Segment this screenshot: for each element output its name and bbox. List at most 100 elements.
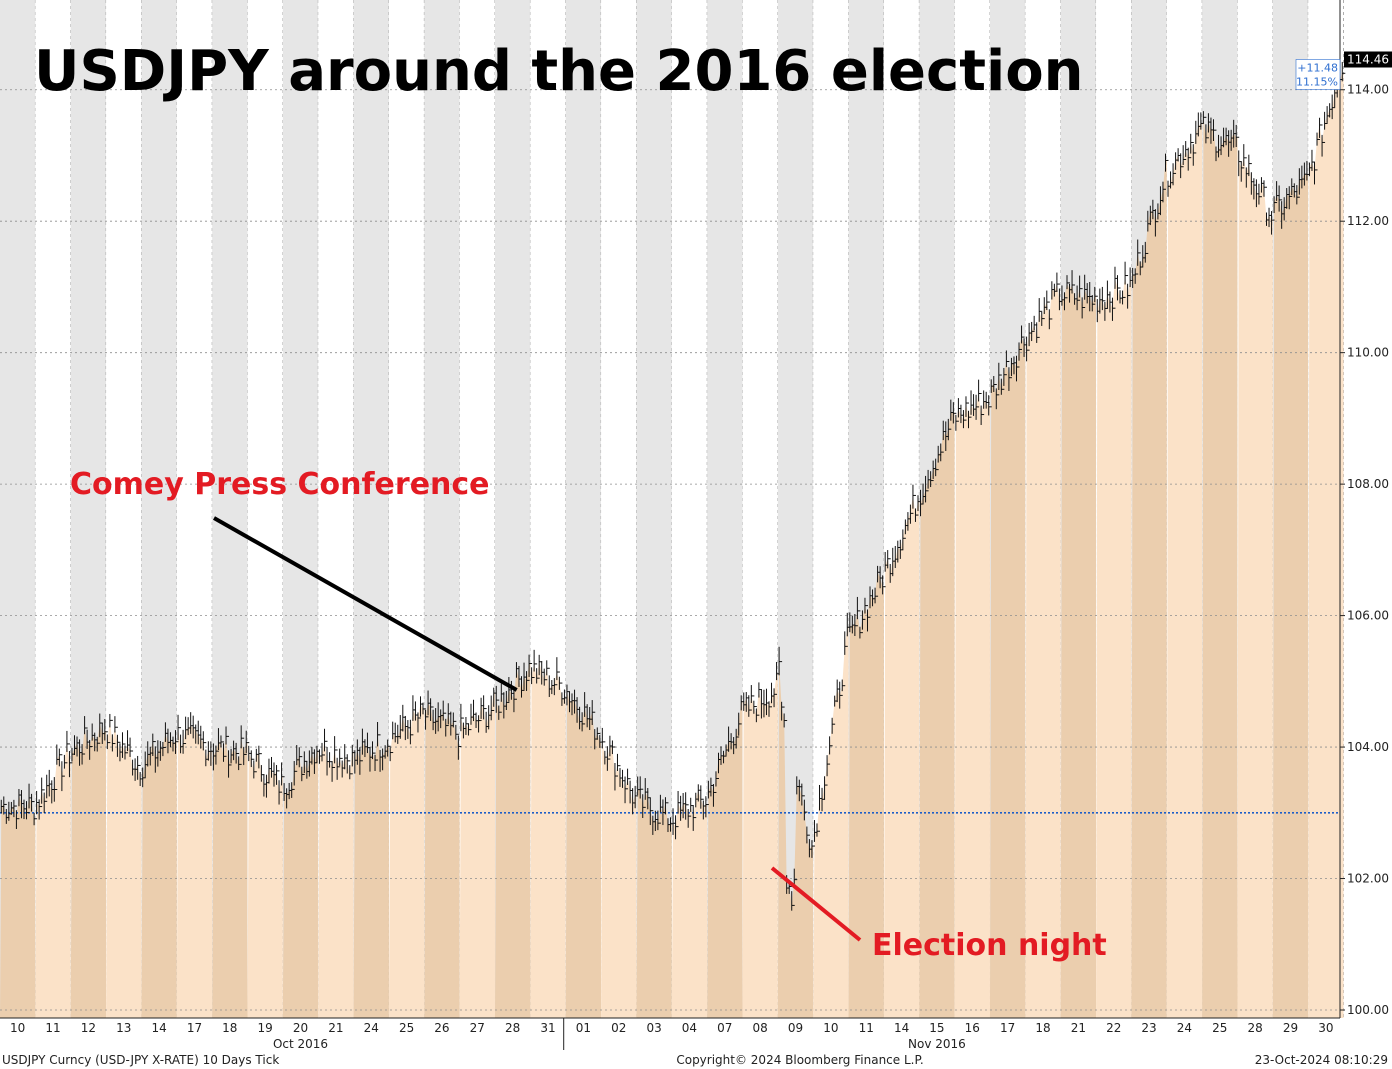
month-label: Nov 2016 [908,1037,966,1051]
x-tick-label: 09 [788,1021,803,1035]
x-tick-label: 22 [1106,1021,1121,1035]
x-tick-label: 27 [470,1021,485,1035]
month-label: Oct 2016 [273,1037,328,1051]
area-segment-12 [70,723,107,1018]
area-segment-30 [1308,73,1344,1019]
area-segment-08 [742,673,778,1018]
area-segment-14 [141,733,177,1018]
x-tick-label: 15 [929,1021,944,1035]
x-tick-label: 13 [116,1021,131,1035]
area-segment-22 [1096,275,1132,1018]
area-segment-14 [883,495,920,1018]
area-segment-17 [176,725,213,1018]
price-area [0,73,1344,1019]
x-tick-label: 24 [364,1021,379,1035]
x-tick-label: 29 [1283,1021,1298,1035]
change-abs-label: +11.48 [1297,61,1338,74]
area-segment-15 [919,412,955,1018]
area-segment-25 [1202,117,1238,1019]
x-tick-label: 11 [45,1021,60,1035]
y-tick-label: 104.00 [1347,740,1389,754]
last-price-tag [1344,51,1392,68]
x-tick-label: 17 [1000,1021,1015,1035]
area-segment-24 [353,734,389,1018]
area-segment-20 [282,751,319,1018]
x-tick-label: 10 [823,1021,838,1035]
x-tick-label: 07 [717,1021,732,1035]
x-tick-label: 19 [258,1021,273,1035]
x-tick-label: 24 [1177,1021,1192,1035]
area-segment-27 [459,693,495,1018]
x-tick-label: 28 [1248,1021,1263,1035]
x-tick-label: 10 [10,1021,25,1035]
area-segment-25 [388,704,425,1018]
x-tick-label: 31 [540,1021,555,1035]
area-segment-19 [247,753,283,1018]
y-tick-label: 112.00 [1347,214,1389,228]
area-segment-24 [1166,123,1203,1018]
area-segment-21 [1060,282,1097,1018]
area-segment-16 [954,393,990,1018]
area-segment-10 [813,627,849,1018]
y-tick-label: 106.00 [1347,609,1389,623]
x-tick-label: 03 [646,1021,661,1035]
area-segment-21 [318,741,354,1018]
x-tick-label: 21 [328,1021,343,1035]
change-box [1295,59,1341,90]
y-tick-label: 108.00 [1347,477,1389,491]
chart-title: USDJPY around the 2016 election [34,39,1084,104]
area-segment-31 [530,661,566,1018]
x-tick-label: 04 [682,1021,697,1035]
election-arrow [770,866,862,942]
area-segment-28 [1237,157,1273,1019]
comey-arrow [213,516,518,692]
x-tick-label: 16 [965,1021,980,1035]
gridlines [0,89,1340,1011]
area-segment-11 [848,572,884,1018]
area-segment-02 [601,741,637,1018]
area-segment-10 [0,795,36,1018]
x-tick-label: 14 [151,1021,166,1035]
area-segment-01 [565,691,602,1018]
annotation-election: Election night [872,928,1107,963]
x-tick-label: 20 [293,1021,308,1035]
x-tick-label: 14 [894,1021,909,1035]
y-tick-label: 114.00 [1347,83,1389,97]
x-tick-label: 18 [222,1021,237,1035]
x-tick-label: 02 [611,1021,626,1035]
x-tick-label: 23 [1141,1021,1156,1035]
x-tick-label: 25 [1212,1021,1227,1035]
footer-copyright: Copyright© 2024 Bloomberg Finance L.P. [676,1053,923,1067]
x-tick-label: 01 [576,1021,591,1035]
x-tick-label: 30 [1318,1021,1333,1035]
y-tick-label: 100.00 [1347,1003,1389,1017]
last-price-label: 114.46 [1347,52,1389,66]
annotation-comey: Comey Press Conference [70,467,490,502]
area-segment-28 [494,663,531,1018]
y-tick-label: 102.00 [1347,872,1389,886]
area-segment-17 [989,337,1026,1019]
area-segment-09 [777,661,814,1018]
area-segment-26 [424,703,460,1018]
area-segment-18 [212,736,248,1018]
x-tick-label: 26 [434,1021,449,1035]
price-bars [0,61,1346,911]
change-pct-label: 11.15% [1296,75,1338,88]
x-tick-label: 12 [81,1021,96,1035]
x-tick-label: 11 [859,1021,874,1035]
footer-instrument: USDJPY Curncy (USD-JPY X-RATE) 10 Days T… [2,1053,279,1067]
area-segment-23 [1131,160,1167,1018]
footer-timestamp: 23-Oct-2024 08:10:29 [1255,1053,1388,1067]
x-tick-label: 28 [505,1021,520,1035]
area-segment-29 [1272,174,1309,1018]
x-tick-label: 17 [187,1021,202,1035]
x-tick-label: 25 [399,1021,414,1035]
area-segment-18 [1025,284,1061,1019]
x-tick-label: 08 [753,1021,768,1035]
y-tick-label: 110.00 [1347,346,1389,360]
area-segment-13 [106,720,142,1018]
